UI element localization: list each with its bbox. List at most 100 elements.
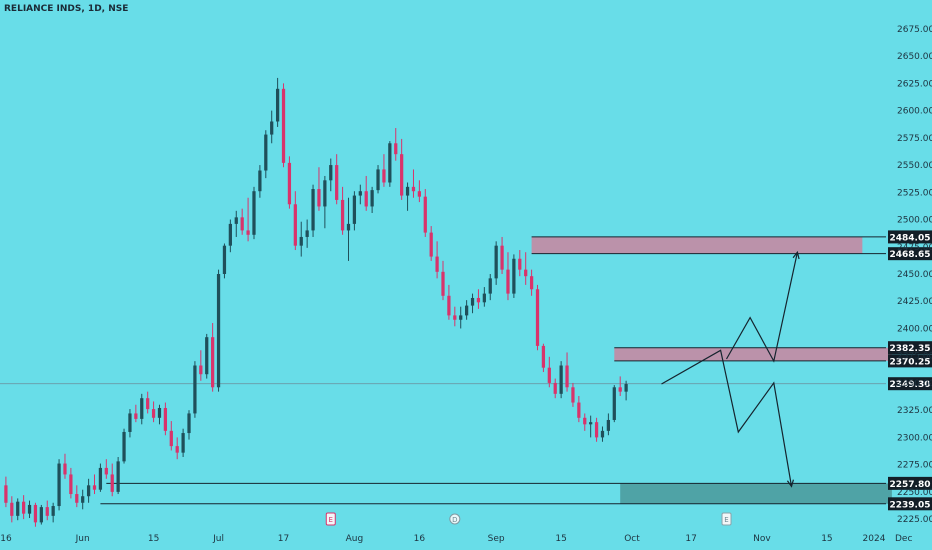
candle-27[interactable] — [163, 402, 168, 436]
candle-60[interactable] — [358, 184, 362, 205]
candle-103[interactable] — [612, 385, 616, 423]
candle-82[interactable] — [488, 274, 492, 301]
candle-31[interactable] — [187, 410, 191, 440]
candle-42[interactable] — [252, 186, 256, 240]
candle-78[interactable] — [465, 300, 469, 320]
candle-54[interactable] — [323, 175, 327, 229]
candle-14[interactable] — [86, 478, 91, 503]
candle-38[interactable] — [228, 219, 232, 253]
candle-84[interactable] — [500, 236, 504, 274]
candle-23[interactable] — [140, 393, 144, 425]
candle-6[interactable] — [39, 504, 43, 525]
candle-94[interactable] — [559, 361, 563, 399]
candle-81[interactable] — [482, 287, 486, 307]
candle-37[interactable] — [222, 243, 227, 279]
candle-16[interactable] — [98, 463, 103, 492]
candle-69[interactable] — [411, 169, 416, 198]
candle-1[interactable] — [10, 496, 14, 523]
candle-62[interactable] — [370, 186, 374, 213]
candle-73[interactable] — [435, 241, 439, 279]
candle-91[interactable] — [541, 343, 546, 373]
candle-100[interactable] — [594, 417, 599, 442]
candle-51[interactable] — [305, 219, 309, 248]
candle-33[interactable] — [199, 350, 203, 381]
candle-74[interactable] — [441, 260, 445, 301]
event-marker-1[interactable]: D — [449, 513, 461, 525]
candle-80[interactable] — [476, 289, 481, 309]
candle-98[interactable] — [583, 413, 587, 431]
candle-104[interactable] — [618, 376, 622, 397]
candle-83[interactable] — [494, 241, 498, 285]
candle-93[interactable] — [553, 378, 557, 399]
candle-86[interactable] — [512, 254, 516, 298]
candle-8[interactable] — [51, 502, 55, 523]
candle-22[interactable] — [134, 404, 138, 423]
candle-0[interactable] — [4, 476, 8, 508]
candle-4[interactable] — [27, 500, 32, 519]
candle-101[interactable] — [600, 426, 605, 442]
candle-102[interactable] — [606, 413, 611, 436]
candle-90[interactable] — [535, 284, 540, 351]
event-marker-2[interactable]: E — [721, 512, 732, 526]
candle-57[interactable] — [340, 186, 345, 235]
candle-17[interactable] — [104, 459, 108, 479]
candle-105[interactable] — [624, 380, 628, 401]
candle-34[interactable] — [205, 333, 209, 379]
candle-99[interactable] — [589, 415, 593, 438]
candle-87[interactable] — [518, 250, 522, 277]
candle-10[interactable] — [63, 453, 67, 479]
candle-2[interactable] — [16, 498, 20, 521]
candle-41[interactable] — [246, 197, 250, 242]
candle-71[interactable] — [423, 189, 427, 237]
candle-53[interactable] — [317, 167, 321, 211]
candle-25[interactable] — [151, 401, 156, 423]
candle-45[interactable] — [270, 110, 274, 144]
candle-13[interactable] — [81, 489, 85, 510]
candle-64[interactable] — [382, 154, 386, 187]
candle-5[interactable] — [33, 502, 38, 527]
candle-50[interactable] — [299, 221, 303, 257]
candle-24[interactable] — [146, 391, 150, 414]
candle-21[interactable] — [128, 409, 132, 438]
candle-29[interactable] — [175, 437, 179, 460]
candle-68[interactable] — [405, 182, 410, 211]
candle-48[interactable] — [287, 156, 292, 209]
candle-66[interactable] — [394, 128, 398, 161]
event-marker-0[interactable]: E — [325, 512, 336, 526]
candle-20[interactable] — [122, 428, 126, 464]
candle-67[interactable] — [400, 138, 404, 200]
candle-72[interactable] — [429, 226, 433, 261]
projection-path-0[interactable] — [661, 349, 793, 487]
candle-19[interactable] — [116, 457, 120, 495]
candle-26[interactable] — [157, 404, 162, 425]
candle-96[interactable] — [571, 382, 575, 407]
candle-97[interactable] — [577, 396, 581, 423]
candle-3[interactable] — [22, 495, 26, 520]
candle-35[interactable] — [211, 323, 215, 392]
candle-79[interactable] — [470, 293, 475, 314]
candle-52[interactable] — [311, 184, 315, 237]
candle-11[interactable] — [69, 467, 73, 499]
candle-44[interactable] — [264, 130, 268, 179]
candle-70[interactable] — [417, 180, 421, 203]
candle-32[interactable] — [193, 361, 197, 418]
candle-40[interactable] — [240, 208, 244, 235]
candle-75[interactable] — [447, 284, 451, 320]
candle-49[interactable] — [293, 191, 297, 251]
candle-95[interactable] — [565, 352, 569, 392]
candle-77[interactable] — [459, 306, 463, 329]
candle-28[interactable] — [169, 421, 173, 451]
candle-56[interactable] — [335, 154, 339, 205]
candle-12[interactable] — [75, 485, 79, 508]
candle-39[interactable] — [234, 210, 238, 237]
candle-18[interactable] — [110, 463, 114, 497]
candle-7[interactable] — [45, 500, 49, 521]
candle-76[interactable] — [453, 306, 457, 327]
candle-30[interactable] — [181, 428, 185, 458]
candle-88[interactable] — [524, 252, 528, 285]
candle-9[interactable] — [57, 459, 61, 511]
candle-36[interactable] — [216, 269, 221, 392]
candle-89[interactable] — [529, 269, 534, 296]
candle-47[interactable] — [281, 83, 286, 168]
candle-63[interactable] — [376, 165, 380, 194]
